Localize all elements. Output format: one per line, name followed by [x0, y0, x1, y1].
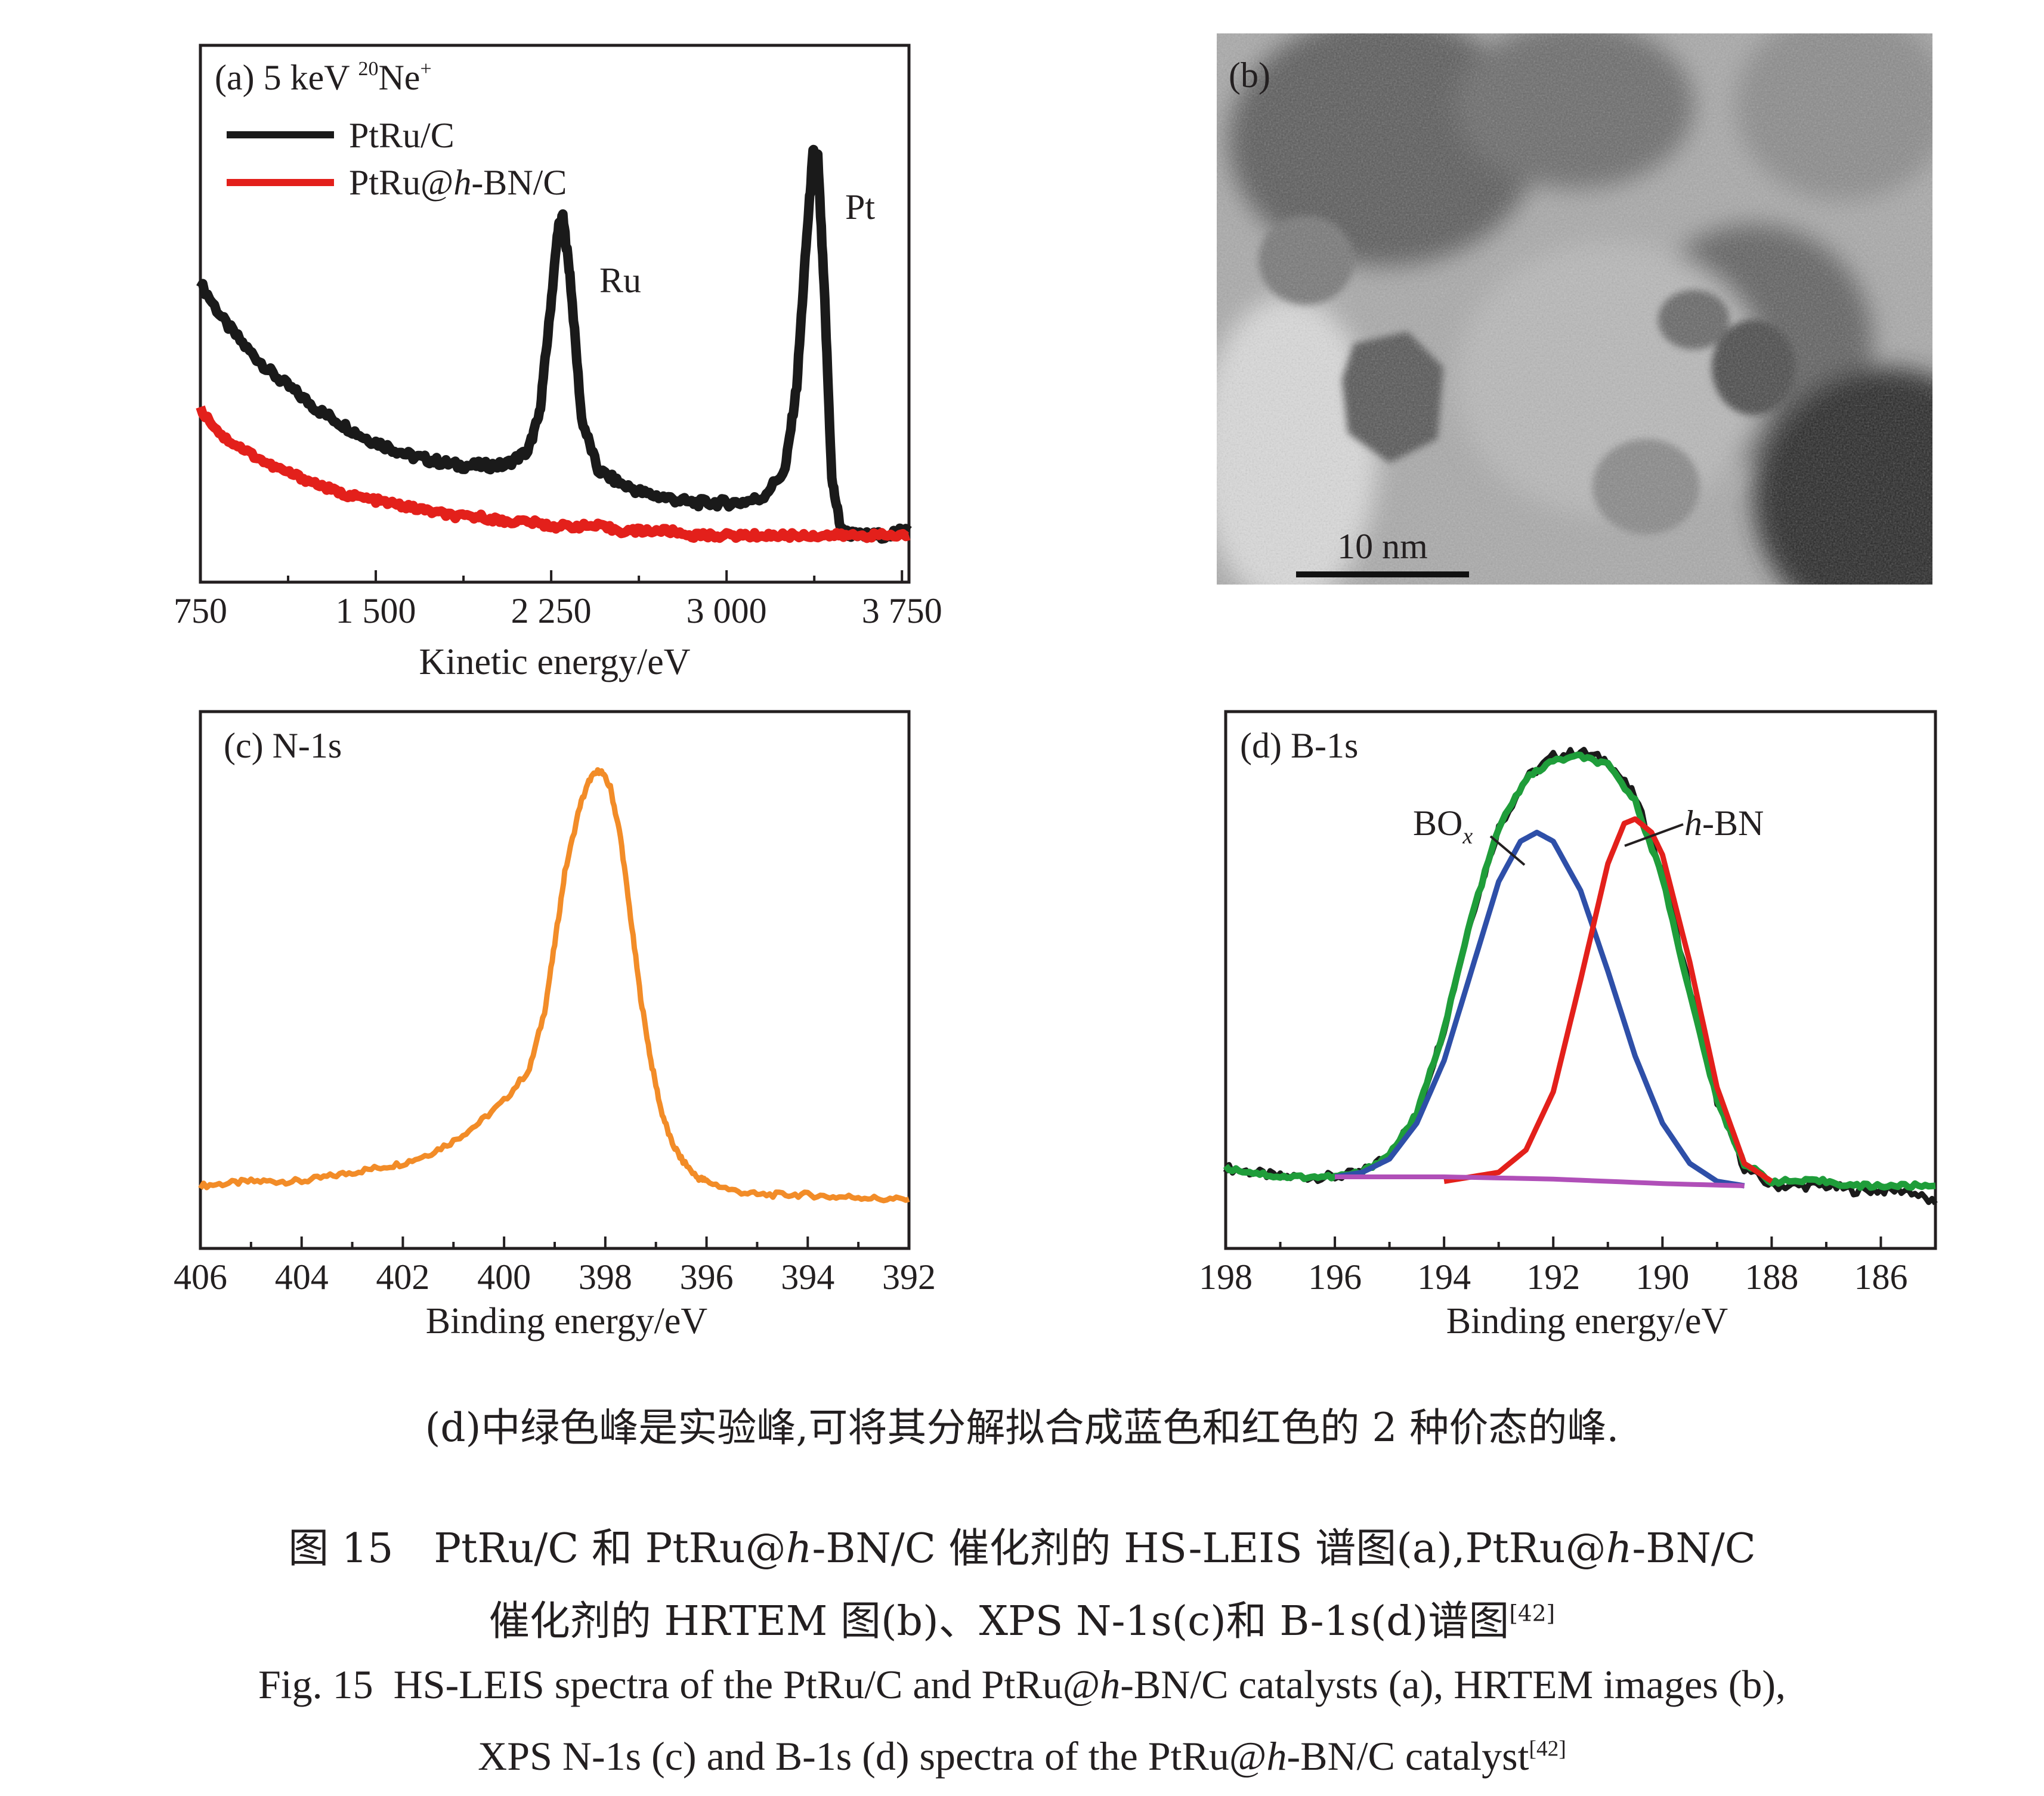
- plot-frame-a: [199, 44, 911, 584]
- legend-label-ptru-hbn: PtRu@h-BN/C: [349, 163, 567, 202]
- x-tick-label: 396: [680, 1257, 734, 1297]
- x-ticks-c: 406 404 402 400 398 396 394 392: [174, 1237, 936, 1297]
- x-tick-label: 750: [174, 591, 227, 630]
- series-line-3-2: [1334, 830, 1745, 1189]
- chart-d: 198 196 194 192 190 188 186 (d) B-1s BOx h-BN …: [1199, 710, 1938, 1341]
- series-line-0-0: [196, 144, 912, 544]
- x-tick-label: 186: [1854, 1257, 1907, 1297]
- hrtem-image-b: (b) 10 nm: [1217, 33, 1932, 585]
- chart-a: 750 1 500 2 250 3 000 3 750 (a) 5 keV 20Ne+ …: [174, 44, 942, 682]
- reference-marker: [42]: [1529, 1736, 1566, 1761]
- x-tick-label: 188: [1745, 1257, 1798, 1297]
- x-ticks-d: 198 196 194 192 190 188 186: [1199, 1237, 1907, 1297]
- annotation-box-leader: [1489, 835, 1526, 866]
- series-line-0-1: [196, 405, 911, 543]
- x-tick-label: 2 250: [511, 591, 592, 630]
- series-a: [196, 144, 912, 544]
- scale-bar-label: 10 nm: [1337, 527, 1428, 566]
- x-tick-label: 394: [781, 1257, 834, 1297]
- panel-label-b: (b): [1229, 55, 1270, 95]
- series-line-3-3: [1443, 816, 1773, 1184]
- x-ticks-a: 750 1 500 2 250 3 000 3 750: [174, 570, 942, 630]
- annotation-pt: Pt: [845, 187, 875, 227]
- caption-cn-line1: 图 15 PtRu/C 和 PtRu@h-BN/C 催化剂的 HS-LEIS 谱…: [288, 1525, 1756, 1572]
- x-tick-label: 3 000: [687, 591, 767, 630]
- x-tick-label: 400: [477, 1257, 531, 1297]
- panel-title-d: (d) B-1s: [1240, 726, 1358, 765]
- x-tick-label: 398: [579, 1257, 632, 1297]
- scale-bar: [1296, 571, 1469, 577]
- series-c: [198, 767, 910, 1204]
- x-tick-label: 402: [376, 1257, 429, 1297]
- panel-title-c: (c) N-1s: [224, 726, 342, 765]
- x-axis-label-a: Kinetic energy/eV: [419, 642, 690, 682]
- plot-frame-c: [199, 710, 911, 1250]
- x-tick-label: 190: [1635, 1257, 1689, 1297]
- annotation-box: BOx: [1413, 803, 1473, 849]
- annotation-ru: Ru: [599, 261, 641, 300]
- x-axis-label-d: Binding energy/eV: [1446, 1301, 1728, 1341]
- x-tick-label: 404: [275, 1257, 329, 1297]
- caption-cn-line2: 催化剂的 HRTEM 图(b)、XPS N-1s(c)和 B-1s(d)谱图[4…: [488, 1598, 1556, 1645]
- panel-title-a: (a) 5 keV 20Ne+: [215, 58, 432, 97]
- x-tick-label: 198: [1199, 1257, 1253, 1297]
- caption-en-line2: XPS N-1s (c) and B-1s (d) spectra of the…: [478, 1733, 1566, 1779]
- figure-note: (d)中绿色峰是实验峰,可将其分解拟合成蓝色和红色的 2 种价态的峰.: [425, 1405, 1619, 1451]
- x-tick-label: 192: [1526, 1257, 1580, 1297]
- series-line-3-4: [1335, 1174, 1745, 1188]
- x-tick-label: 194: [1417, 1257, 1471, 1297]
- x-axis-label-c: Binding energy/eV: [426, 1301, 708, 1341]
- series-line-2-0: [198, 767, 910, 1204]
- annotation-hbn: h-BN: [1684, 803, 1764, 843]
- x-tick-label: 392: [882, 1257, 936, 1297]
- x-tick-label: 406: [174, 1257, 227, 1297]
- x-tick-label: 3 750: [862, 591, 942, 630]
- x-tick-label: 1 500: [336, 591, 416, 630]
- annotation-hbn-leader: [1624, 823, 1684, 847]
- caption-en-line1: Fig. 15 HS-LEIS spectra of the PtRu/C an…: [258, 1662, 1786, 1707]
- reference-marker: [42]: [1509, 1600, 1556, 1627]
- x-tick-label: 196: [1308, 1257, 1362, 1297]
- chart-c: 406 404 402 400 398 396 394 392 (c) N-1s Bindin…: [174, 710, 936, 1341]
- plot-frame-d: [1224, 710, 1937, 1250]
- legend-label-ptruc: PtRu/C: [349, 116, 454, 155]
- series-d: [1223, 747, 1938, 1205]
